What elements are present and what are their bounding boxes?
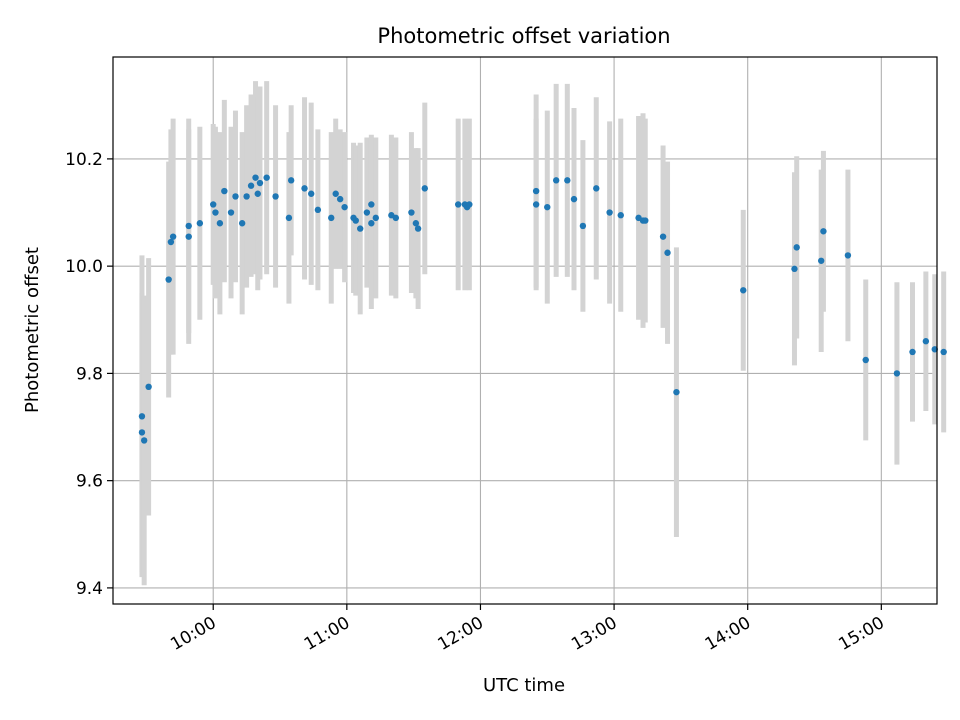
data-point	[232, 193, 239, 200]
y-axis-title: Photometric offset	[22, 247, 43, 413]
data-point	[740, 287, 747, 294]
data-point	[392, 214, 400, 222]
data-point	[368, 220, 375, 227]
y-tick-label: 9.6	[76, 472, 103, 492]
data-point	[552, 177, 560, 184]
data-point	[263, 174, 270, 181]
data-point	[817, 257, 825, 264]
data-point	[185, 233, 192, 240]
grid	[113, 57, 937, 604]
data-point	[909, 348, 916, 356]
y-tick-label: 9.8	[76, 364, 103, 384]
data-point	[793, 244, 800, 251]
data-point	[673, 388, 680, 396]
data-point	[570, 195, 578, 203]
y-tick-label: 9.4	[76, 579, 103, 599]
data-point	[336, 195, 344, 203]
plot-frame	[112, 56, 938, 605]
data-point	[138, 429, 146, 436]
data-point	[167, 238, 175, 246]
y-tick-label: 10.2	[65, 150, 103, 170]
data-point	[301, 185, 308, 192]
data-point	[140, 437, 148, 444]
data-point	[314, 206, 322, 214]
data-point	[169, 233, 177, 240]
data-point	[332, 190, 339, 197]
data-point	[931, 346, 938, 353]
data-point	[196, 220, 204, 227]
data-points	[138, 174, 947, 444]
data-point	[564, 177, 571, 184]
data-point	[791, 265, 798, 273]
data-point	[466, 201, 473, 208]
data-point	[940, 348, 947, 356]
data-point	[532, 187, 540, 195]
data-point	[212, 209, 219, 216]
data-point	[893, 370, 901, 377]
data-point	[642, 217, 649, 224]
data-point	[328, 214, 335, 222]
data-point	[352, 217, 359, 224]
chart-title: Photometric offset variation	[377, 24, 670, 48]
data-point	[617, 212, 624, 219]
data-point	[412, 220, 420, 227]
data-point	[844, 252, 852, 259]
data-point	[372, 214, 379, 222]
data-point	[254, 190, 261, 197]
data-point	[247, 182, 255, 189]
data-point	[165, 276, 172, 283]
data-point	[210, 201, 217, 208]
data-point	[454, 201, 462, 208]
data-point	[820, 228, 827, 235]
data-point	[414, 225, 422, 232]
data-point	[664, 249, 671, 256]
data-point	[606, 209, 613, 216]
x-axis-title: UTC time	[483, 675, 565, 696]
data-point	[922, 338, 930, 345]
data-point	[238, 220, 246, 227]
data-point	[532, 201, 540, 208]
data-point	[579, 222, 587, 230]
y-tick-label: 10.0	[65, 257, 103, 277]
data-point	[544, 203, 551, 211]
data-point	[341, 203, 348, 211]
data-point	[227, 209, 235, 216]
data-point	[216, 220, 224, 227]
data-point	[593, 185, 600, 192]
data-point	[408, 209, 415, 216]
data-point	[185, 222, 192, 230]
data-point	[252, 174, 259, 181]
data-point	[256, 179, 264, 187]
data-point	[285, 214, 293, 222]
data-point	[145, 383, 152, 391]
data-point	[221, 187, 228, 195]
data-point	[421, 185, 428, 192]
data-point	[243, 193, 250, 200]
data-point	[138, 413, 146, 420]
data-point	[357, 225, 364, 232]
data-point	[308, 190, 315, 197]
data-point	[862, 356, 869, 364]
data-point	[287, 177, 295, 184]
y-axis-ticks: 9.4 9.6 9.8 10.0 10.2	[65, 150, 113, 599]
data-point	[368, 201, 375, 208]
data-point	[363, 209, 371, 216]
data-point	[659, 233, 667, 240]
data-point	[272, 193, 279, 200]
